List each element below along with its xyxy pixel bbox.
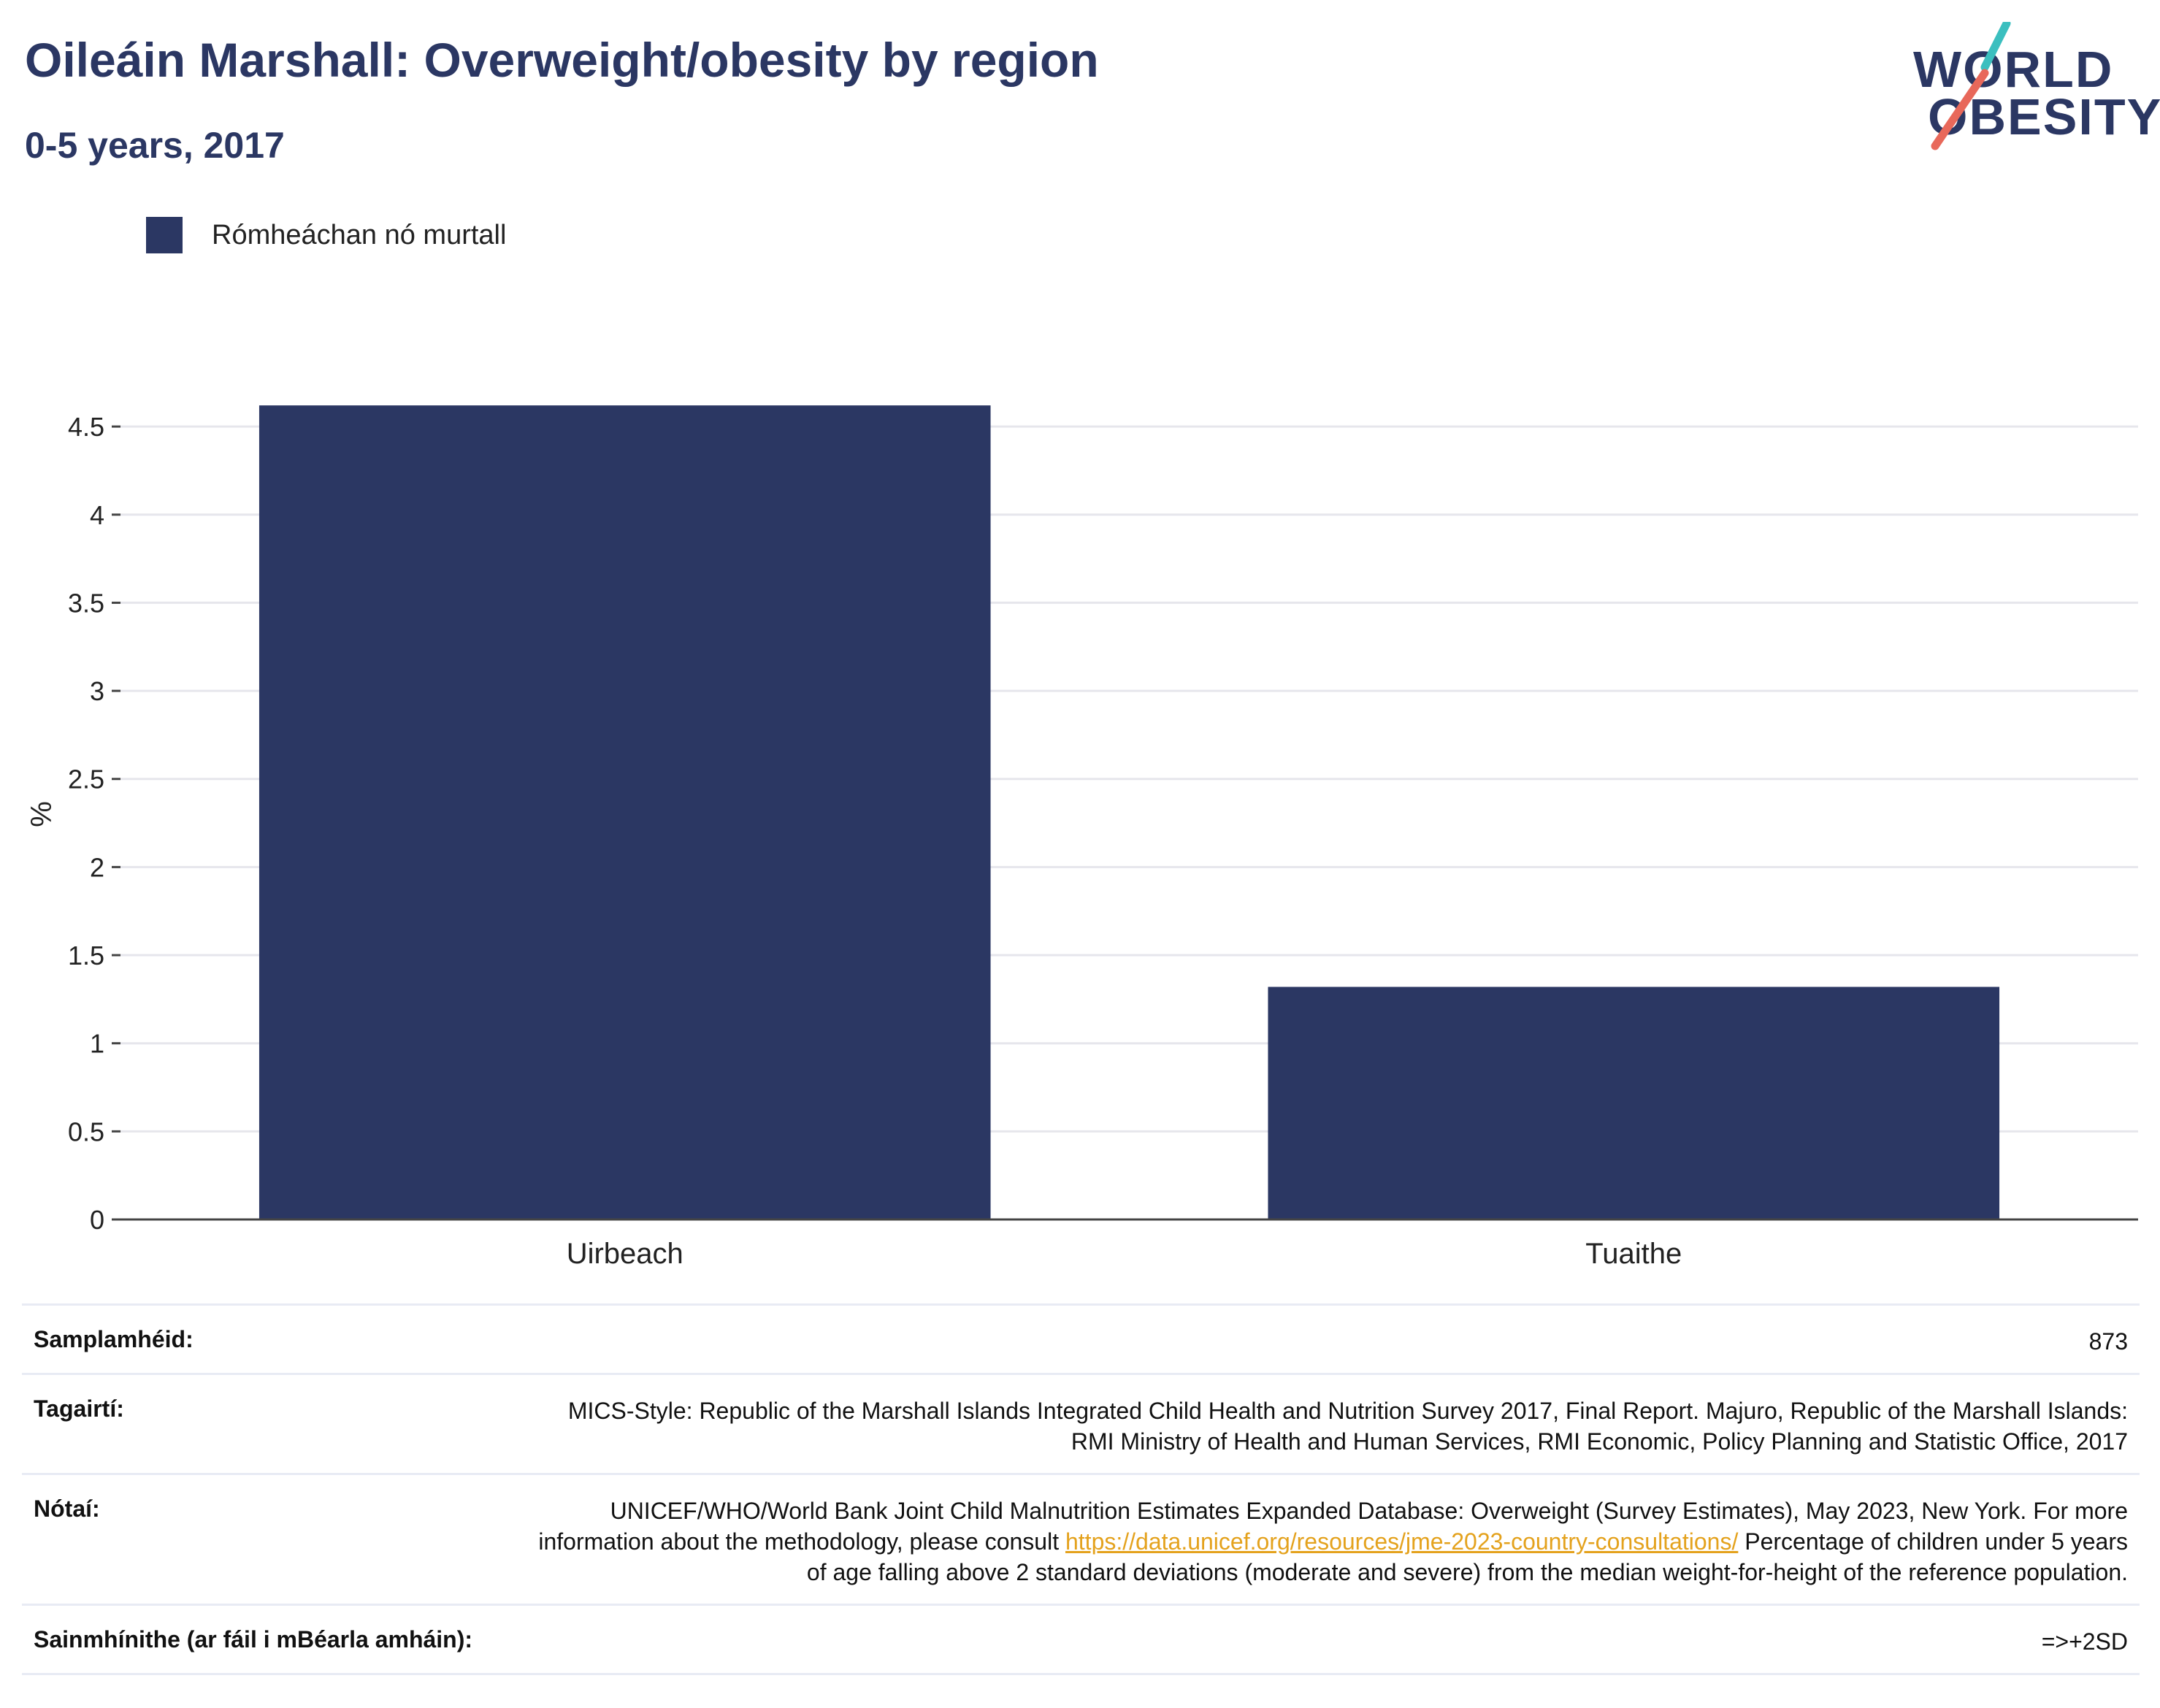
- y-tick-label: 1.5: [68, 941, 104, 970]
- y-tick-label: 0.5: [68, 1117, 104, 1146]
- notes-text-2: Percentage of children under 5 years of …: [806, 1528, 2128, 1585]
- notes-value: UNICEF/WHO/World Bank Joint Child Malnut…: [521, 1496, 2128, 1588]
- notes-link[interactable]: https://data.unicef.org/resources/jme-20…: [1065, 1528, 1739, 1555]
- references-label: Tagairtí:: [34, 1395, 124, 1422]
- y-tick-label: 1: [90, 1029, 104, 1059]
- logo-line1: WORLD: [1913, 41, 2114, 98]
- info-row-notes: Nótaí: UNICEF/WHO/World Bank Joint Child…: [22, 1473, 2140, 1604]
- x-tick-label: Uirbeach: [567, 1238, 683, 1270]
- notes-text-1: UNICEF/WHO/World Bank Joint Child Malnut…: [538, 1498, 2128, 1555]
- y-tick-label: 4.5: [68, 412, 104, 442]
- bar-uirbeach: [258, 405, 991, 1220]
- logo-slash-icon: [1931, 22, 2011, 150]
- chart-subtitle: 0-5 years, 2017: [25, 125, 285, 166]
- sample-size-value: 873: [2088, 1328, 2128, 1355]
- y-axis-label: %: [26, 801, 58, 827]
- y-tick-label: 0: [90, 1205, 104, 1235]
- references-value: MICS-Style: Republic of the Marshall Isl…: [567, 1398, 2128, 1455]
- definitions-value: =>+2SD: [2041, 1628, 2128, 1655]
- info-table: Samplamhéid: 873 Tagairtí: MICS-Style: R…: [22, 1303, 2140, 1675]
- bar-chart: 0 0.5 1 1.5 2 2.5 3 3.5 4 4.5% Uirbeach Tuaithe: [26, 405, 2138, 1270]
- definitions-label: Sainmhínithe (ar fáil i mBéarla amháin):: [34, 1626, 473, 1653]
- legend-label: Rómheáchan nó murtall: [212, 219, 507, 250]
- chart-title: Oileáin Marshall: Overweight/obesity by …: [25, 33, 1099, 87]
- y-tick-label: 3: [90, 676, 104, 706]
- y-tick-label: 3.5: [68, 588, 104, 618]
- notes-label: Nótaí:: [34, 1496, 100, 1522]
- bar-tuaithe: [1268, 987, 2000, 1219]
- x-tick-label: Tuaithe: [1585, 1238, 1682, 1270]
- world-obesity-logo: WORLD OBESITY: [1899, 22, 2160, 153]
- legend: Rómheáchan nó murtall: [146, 216, 506, 254]
- sample-size-label: Samplamhéid:: [34, 1326, 194, 1352]
- info-row-references: Tagairtí: MICS-Style: Republic of the Ma…: [22, 1373, 2140, 1473]
- y-tick-label: 2.5: [68, 765, 104, 794]
- info-row-sample: Samplamhéid: 873: [22, 1303, 2140, 1373]
- info-row-definitions: Sainmhínithe (ar fáil i mBéarla amháin):…: [22, 1604, 2140, 1675]
- y-tick-label: 2: [90, 852, 104, 882]
- legend-swatch: [146, 217, 183, 253]
- y-tick-label: 4: [90, 500, 104, 530]
